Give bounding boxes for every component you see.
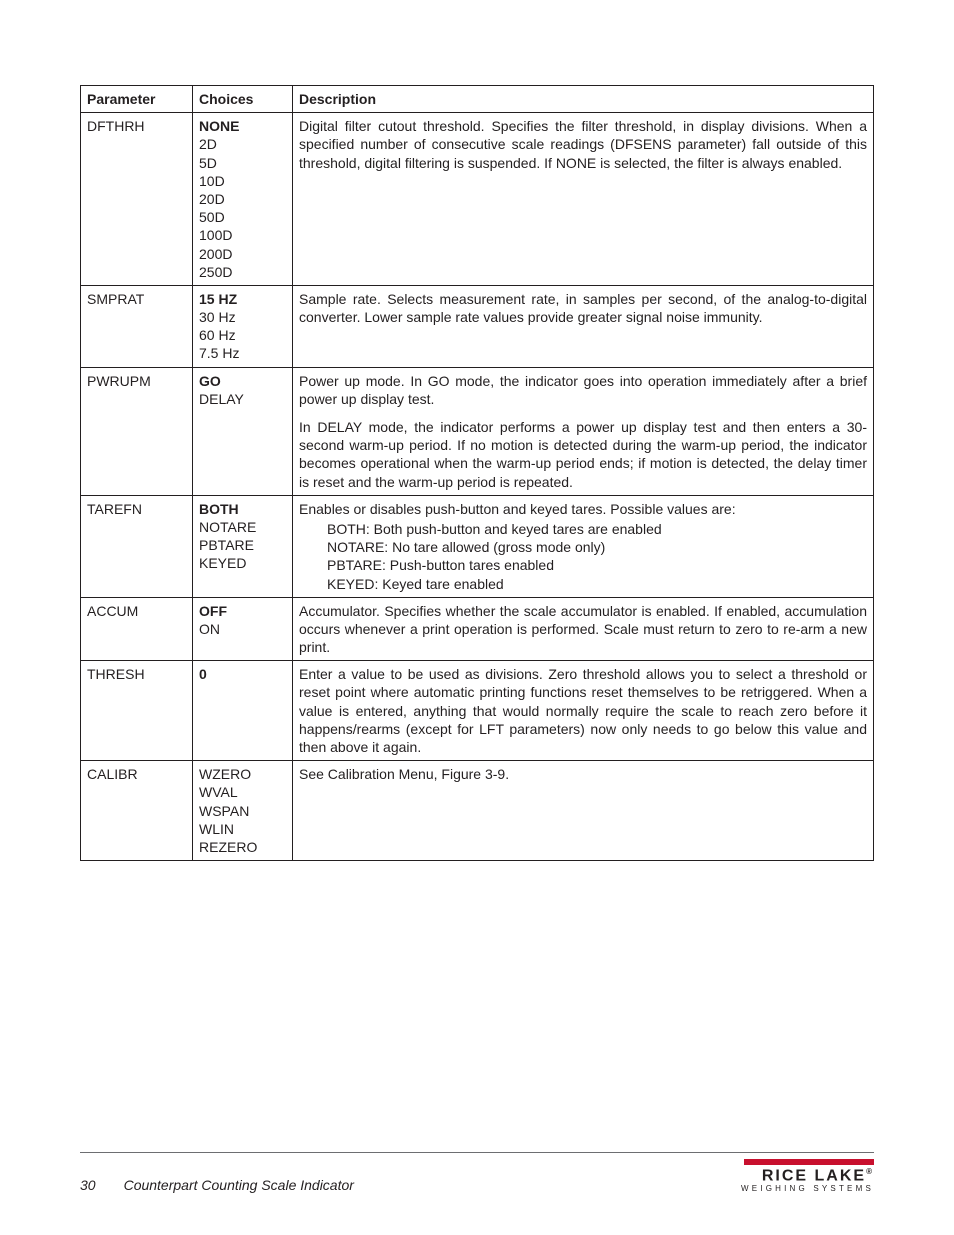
choices-cell: 0 (193, 661, 293, 761)
table-header-row: Parameter Choices Description (81, 86, 874, 113)
choice-item: 7.5 Hz (199, 344, 286, 362)
param-cell: TAREFN (81, 495, 193, 597)
param-cell: THRESH (81, 661, 193, 761)
description-subitem: NOTARE: No tare allowed (gross mode only… (327, 538, 867, 556)
choice-item: 250D (199, 263, 286, 281)
choice-item: WZERO (199, 765, 286, 783)
description-cell: Accumulator. Specifies whether the scale… (293, 597, 874, 661)
choice-item: PBTARE (199, 536, 286, 554)
parameter-table: Parameter Choices Description DFTHRH NON… (80, 85, 874, 861)
logo-bar-icon (744, 1159, 874, 1165)
description-cell: Enter a value to be used as divisions. Z… (293, 661, 874, 761)
choice-item: NOTARE (199, 518, 286, 536)
choices-cell: 15 HZ 30 Hz 60 Hz 7.5 Hz (193, 285, 293, 367)
choice-item: 50D (199, 208, 286, 226)
choice-item: 100D (199, 226, 286, 244)
choices-cell: WZERO WVAL WSPAN WLIN REZERO (193, 761, 293, 861)
description-subitem: BOTH: Both push-button and keyed tares a… (327, 520, 867, 538)
choice-item: WSPAN (199, 802, 286, 820)
document-title: Counterpart Counting Scale Indicator (124, 1177, 354, 1193)
choice-item: DELAY (199, 390, 286, 408)
table-row: ACCUM OFF ON Accumulator. Specifies whet… (81, 597, 874, 661)
choice-item: 60 Hz (199, 326, 286, 344)
table-row: THRESH 0 Enter a value to be used as div… (81, 661, 874, 761)
param-cell: SMPRAT (81, 285, 193, 367)
description-cell: Digital filter cutout threshold. Specifi… (293, 113, 874, 286)
description-cell: See Calibration Menu, Figure 3-9. (293, 761, 874, 861)
description-cell: Sample rate. Selects measurement rate, i… (293, 285, 874, 367)
param-cell: PWRUPM (81, 367, 193, 495)
choice-item: WVAL (199, 783, 286, 801)
choice-item: 200D (199, 245, 286, 263)
description-subitem: KEYED: Keyed tare enabled (327, 575, 867, 593)
description-paragraph: In DELAY mode, the indicator performs a … (299, 418, 867, 491)
choices-cell: OFF ON (193, 597, 293, 661)
choice-item: REZERO (199, 838, 286, 856)
choice-item: WLIN (199, 820, 286, 838)
choice-default: 0 (199, 665, 286, 683)
choices-cell: BOTH NOTARE PBTARE KEYED (193, 495, 293, 597)
description-paragraph: Enables or disables push-button and keye… (299, 500, 867, 518)
description-cell: Enables or disables push-button and keye… (293, 495, 874, 597)
description-paragraph: Power up mode. In GO mode, the indicator… (299, 372, 867, 408)
description-cell: Power up mode. In GO mode, the indicator… (293, 367, 874, 495)
footer-rule (80, 1152, 874, 1153)
logo-subtitle: WEIGHING SYSTEMS (741, 1184, 874, 1193)
table-row: TAREFN BOTH NOTARE PBTARE KEYED Enables … (81, 495, 874, 597)
choice-item: 10D (199, 172, 286, 190)
param-cell: DFTHRH (81, 113, 193, 286)
choice-default: GO (199, 372, 286, 390)
choice-item: 20D (199, 190, 286, 208)
choice-item: 2D (199, 135, 286, 153)
table-row: DFTHRH NONE 2D 5D 10D 20D 50D 100D 200D … (81, 113, 874, 286)
param-cell: CALIBR (81, 761, 193, 861)
page-number: 30 (80, 1177, 96, 1193)
logo-name: RICE LAKE® (741, 1167, 874, 1185)
header-choices: Choices (193, 86, 293, 113)
choice-item: 30 Hz (199, 308, 286, 326)
table-row: CALIBR WZERO WVAL WSPAN WLIN REZERO See … (81, 761, 874, 861)
choice-default: 15 HZ (199, 290, 286, 308)
choice-item: ON (199, 620, 286, 638)
page-footer: 30 Counterpart Counting Scale Indicator … (80, 1152, 874, 1193)
choice-item: KEYED (199, 554, 286, 572)
choices-cell: GO DELAY (193, 367, 293, 495)
choices-cell: NONE 2D 5D 10D 20D 50D 100D 200D 250D (193, 113, 293, 286)
description-subitem: PBTARE: Push-button tares enabled (327, 556, 867, 574)
choice-default: BOTH (199, 500, 286, 518)
header-description: Description (293, 86, 874, 113)
table-row: SMPRAT 15 HZ 30 Hz 60 Hz 7.5 Hz Sample r… (81, 285, 874, 367)
table-row: PWRUPM GO DELAY Power up mode. In GO mod… (81, 367, 874, 495)
header-parameter: Parameter (81, 86, 193, 113)
choice-item: 5D (199, 154, 286, 172)
choice-default: NONE (199, 117, 286, 135)
choice-default: OFF (199, 602, 286, 620)
brand-logo: RICE LAKE® WEIGHING SYSTEMS (741, 1159, 874, 1193)
param-cell: ACCUM (81, 597, 193, 661)
